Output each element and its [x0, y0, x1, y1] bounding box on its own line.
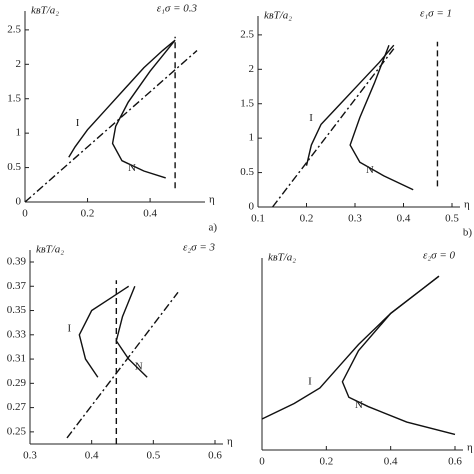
x-axis-label: η: [467, 442, 473, 454]
curve-label: N: [135, 361, 143, 373]
x-tick-label: 0.4: [397, 213, 411, 225]
x-tick-label: 0.5: [445, 213, 459, 225]
x-tick-label: 0.6: [448, 456, 462, 468]
x-tick-label: 0.6: [208, 450, 222, 462]
x-tick-label: 0.5: [146, 450, 160, 462]
y-tick-label: 0.31: [7, 353, 26, 365]
curve-label: I: [67, 322, 71, 334]
y-tick-label: 0: [16, 196, 22, 208]
y-tick-label: 0.5: [240, 166, 254, 178]
curve: [271, 48, 395, 208]
y-tick-label: 1.5: [7, 92, 21, 104]
x-tick-label: 0: [259, 456, 265, 468]
y-axis-label: kʙT/a₂: [268, 252, 296, 264]
curve: [349, 44, 414, 191]
x-tick-label: 0.2: [319, 456, 333, 468]
x-tick-label: 0: [22, 208, 28, 220]
curve: [24, 50, 198, 203]
y-tick-label: 0.33: [7, 328, 27, 340]
y-tick-label: 0.29: [7, 377, 27, 389]
curve: [78, 285, 130, 378]
x-axis-label: η: [464, 199, 470, 211]
y-tick-label: 2: [16, 58, 22, 70]
x-tick-label: 0.4: [85, 450, 99, 462]
curve-label: I: [76, 117, 80, 129]
x-axis-label: η: [227, 436, 233, 448]
curve: [341, 275, 456, 436]
y-tick-label: 1: [249, 132, 255, 144]
title: ε₂σ = 3: [183, 242, 216, 254]
x-tick-label: 0.2: [81, 208, 95, 220]
panel-label: b): [463, 227, 473, 239]
y-tick-label: 2: [249, 63, 255, 75]
curve-label: N: [366, 164, 374, 176]
curve-label: N: [128, 162, 136, 174]
x-tick-label: 0.4: [384, 456, 398, 468]
curve-label: I: [308, 375, 312, 387]
y-axis-label: kʙT/a₂: [264, 10, 292, 22]
y-tick-label: 2.5: [240, 28, 254, 40]
y-tick-label: 0.37: [7, 280, 27, 292]
curve: [111, 39, 176, 179]
title: ε₁σ = 0.3: [157, 3, 198, 15]
y-tick-label: 2.5: [7, 23, 21, 35]
x-tick-label: 0.3: [348, 213, 362, 225]
curve-label: N: [355, 399, 363, 411]
curve: [68, 39, 176, 158]
x-tick-label: 0.3: [23, 450, 37, 462]
x-axis-label: η: [209, 194, 215, 206]
curve: [305, 44, 395, 166]
x-tick-label: 0.1: [251, 213, 265, 225]
curve-label: I: [309, 112, 313, 124]
title: ε₂σ = 0: [423, 250, 456, 262]
y-tick-label: 0.25: [7, 425, 27, 437]
y-axis-label: kʙT/a₂: [36, 244, 64, 256]
title: ε₁σ = 1: [420, 8, 452, 20]
y-tick-label: 1.5: [240, 97, 254, 109]
y-tick-label: 0.5: [7, 161, 21, 173]
y-tick-label: 0.39: [7, 256, 27, 268]
y-tick-label: 0.27: [7, 401, 27, 413]
y-tick-label: 1: [16, 127, 22, 139]
y-tick-label: 0.35: [7, 304, 27, 316]
y-tick-label: 0: [249, 201, 255, 213]
curve: [66, 291, 179, 439]
y-axis-label: kʙT/a₂: [31, 5, 59, 17]
x-tick-label: 0.4: [143, 208, 157, 220]
x-tick-label: 0.2: [300, 213, 314, 225]
panel-label: a): [208, 222, 217, 234]
